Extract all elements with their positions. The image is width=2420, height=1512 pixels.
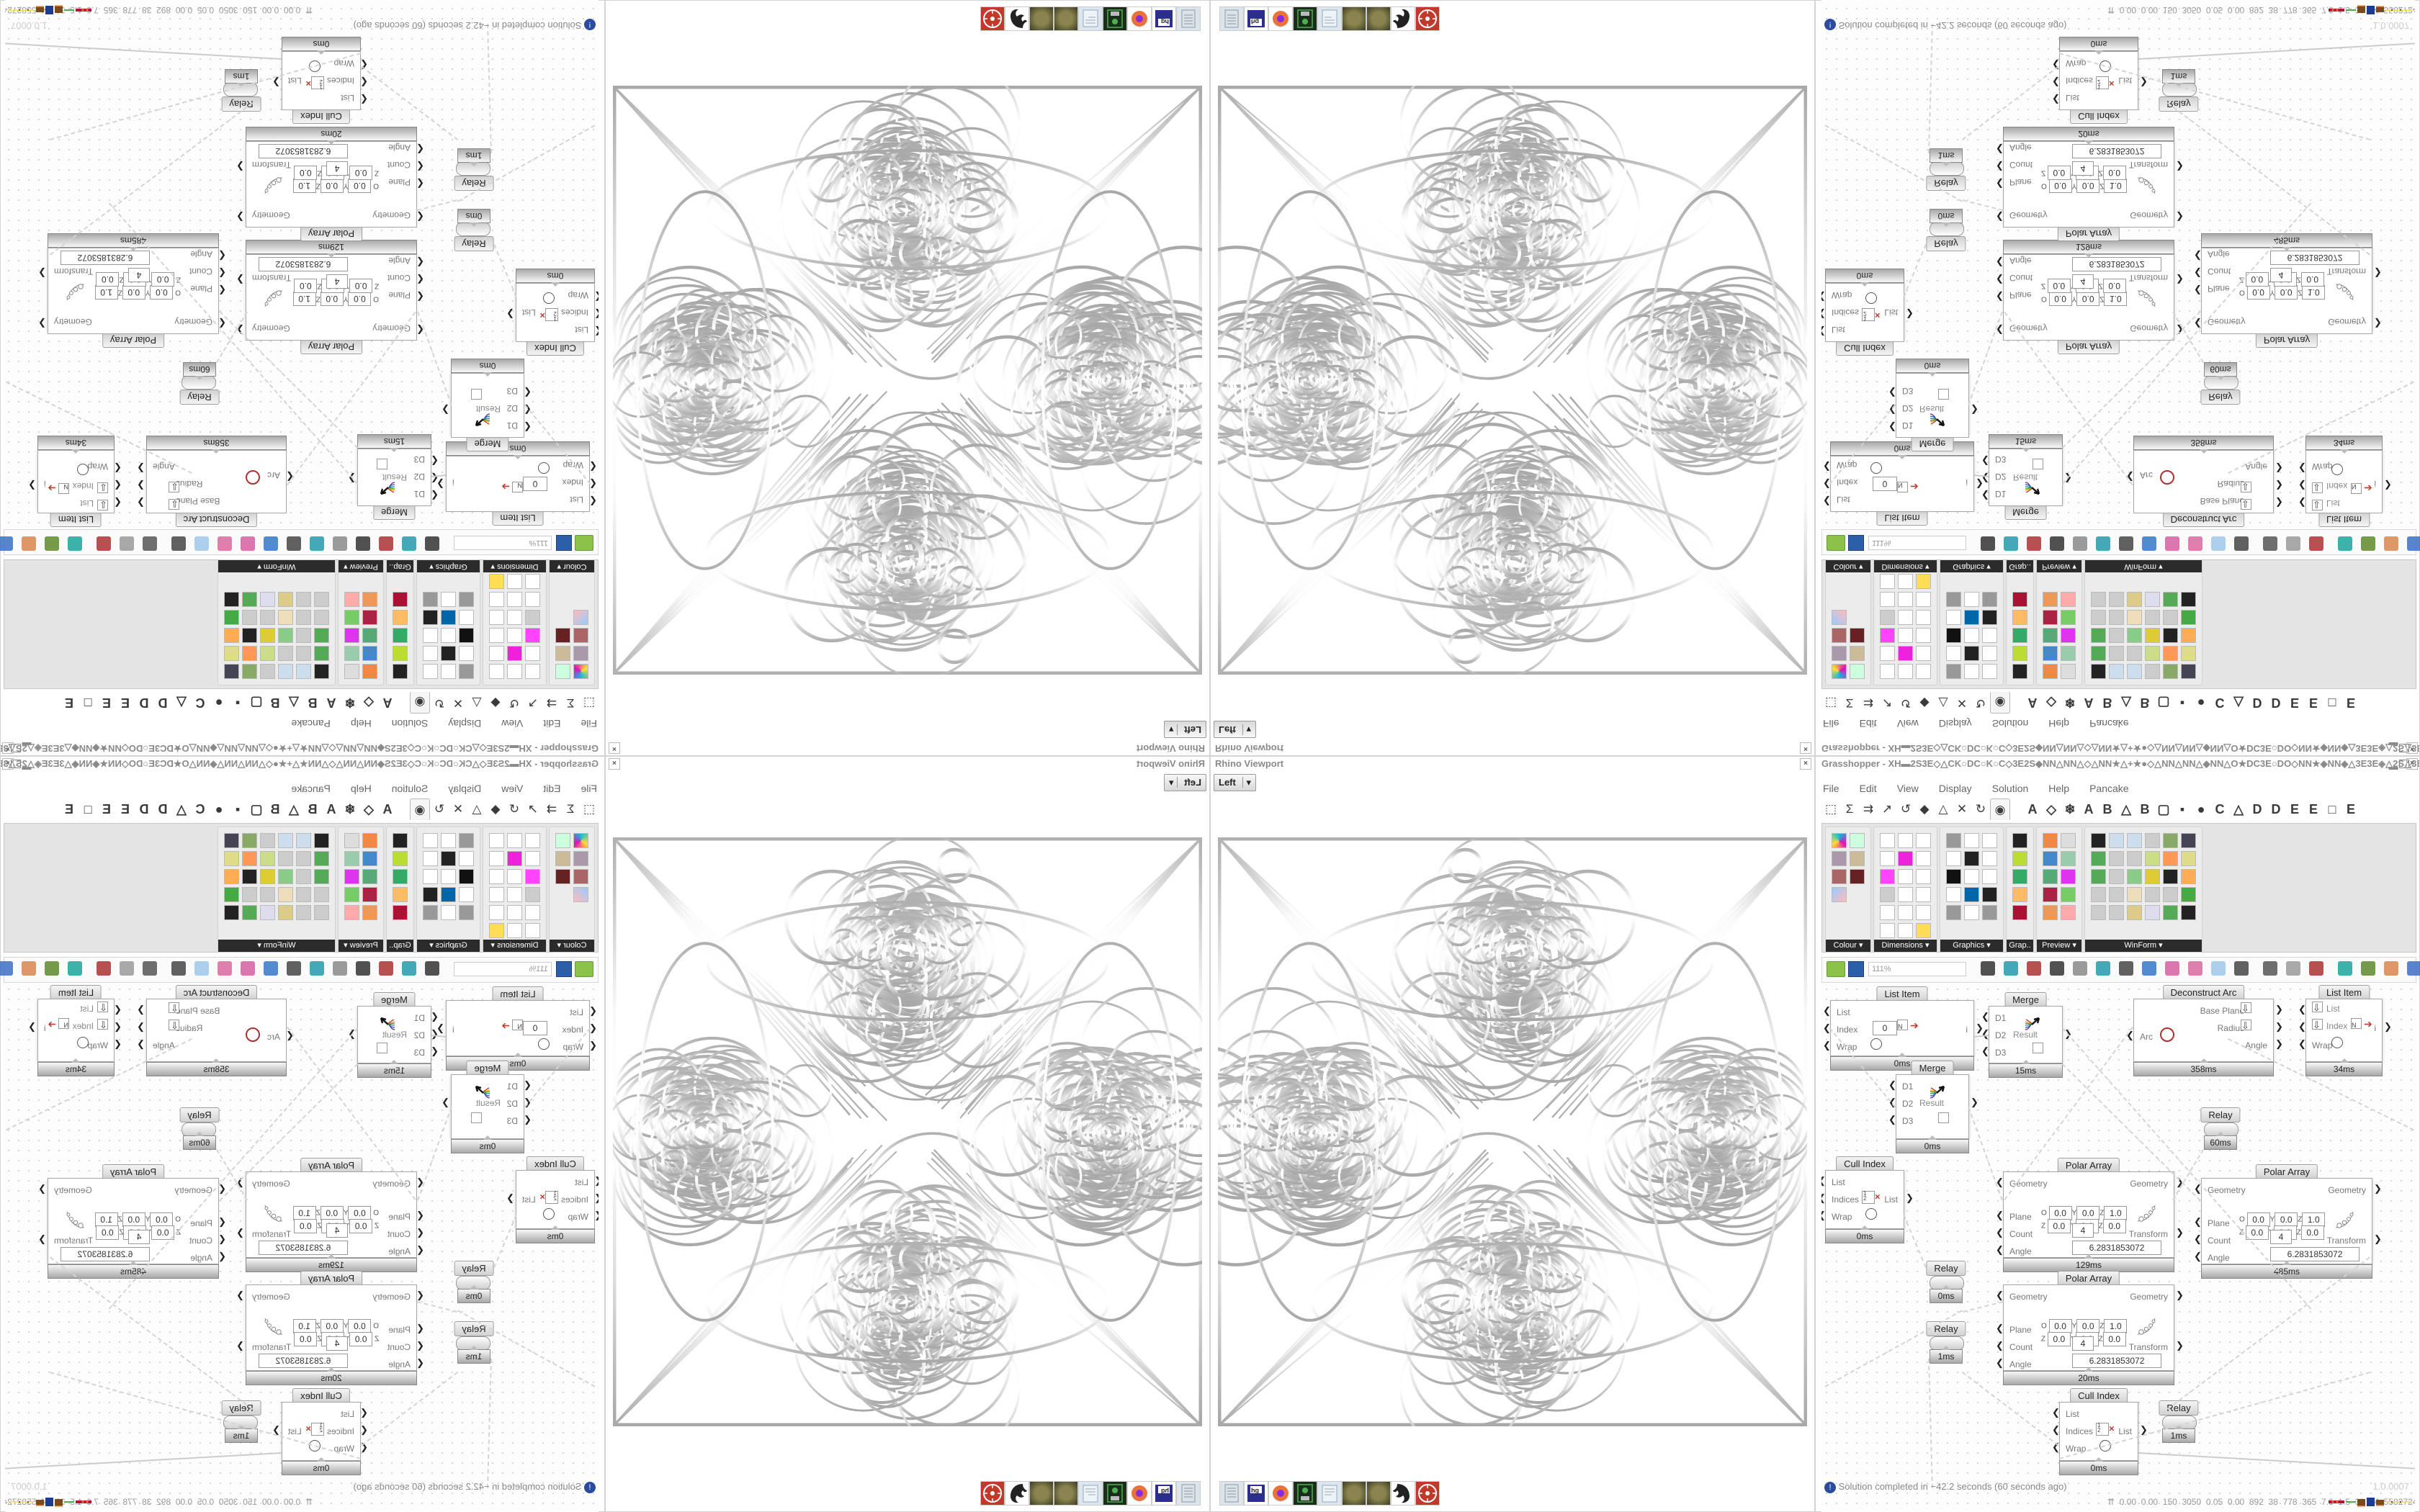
svg-text:hg: hg (1161, 1487, 1169, 1494)
svg-text:hg: hg (1161, 18, 1169, 25)
svg-text:hg: hg (1251, 1487, 1259, 1494)
svg-text:hg: hg (1251, 18, 1259, 25)
